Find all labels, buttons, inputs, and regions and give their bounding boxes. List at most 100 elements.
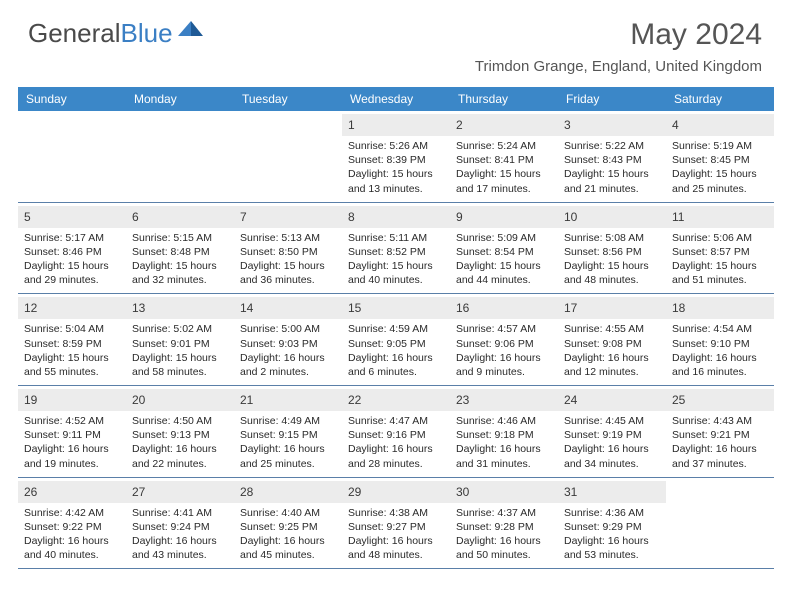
daylight-line: Daylight: 16 hours and 40 minutes. bbox=[24, 534, 120, 562]
sunrise-line: Sunrise: 4:43 AM bbox=[672, 414, 768, 428]
day-cell: 27Sunrise: 4:41 AMSunset: 9:24 PMDayligh… bbox=[126, 478, 234, 569]
sunset-line: Sunset: 8:59 PM bbox=[24, 337, 120, 351]
daynum-row: 27 bbox=[126, 481, 234, 503]
sunset-line: Sunset: 9:24 PM bbox=[132, 520, 228, 534]
day-number: 11 bbox=[672, 210, 684, 224]
day-number: 24 bbox=[564, 393, 577, 407]
day-number: 9 bbox=[456, 210, 463, 224]
sunrise-line: Sunrise: 4:41 AM bbox=[132, 506, 228, 520]
day-number: 29 bbox=[348, 485, 361, 499]
day-number: 19 bbox=[24, 393, 37, 407]
day-cell: 8Sunrise: 5:11 AMSunset: 8:52 PMDaylight… bbox=[342, 203, 450, 294]
daylight-line: Daylight: 15 hours and 36 minutes. bbox=[240, 259, 336, 287]
week-row: 12Sunrise: 5:04 AMSunset: 8:59 PMDayligh… bbox=[18, 294, 774, 386]
sunset-line: Sunset: 8:39 PM bbox=[348, 153, 444, 167]
day-number: 17 bbox=[564, 301, 577, 315]
sunset-line: Sunset: 9:03 PM bbox=[240, 337, 336, 351]
title-block: May 2024 Trimdon Grange, England, United… bbox=[475, 18, 762, 75]
daylight-line: Daylight: 16 hours and 25 minutes. bbox=[240, 442, 336, 470]
sunrise-line: Sunrise: 4:42 AM bbox=[24, 506, 120, 520]
sunrise-line: Sunrise: 5:15 AM bbox=[132, 231, 228, 245]
logo-part2: Blue bbox=[121, 18, 173, 48]
sunset-line: Sunset: 8:43 PM bbox=[564, 153, 660, 167]
daylight-line: Daylight: 15 hours and 40 minutes. bbox=[348, 259, 444, 287]
daynum-row: 9 bbox=[450, 206, 558, 228]
day-cell: 9Sunrise: 5:09 AMSunset: 8:54 PMDaylight… bbox=[450, 203, 558, 294]
day-number: 3 bbox=[564, 118, 571, 132]
daylight-line: Daylight: 15 hours and 44 minutes. bbox=[456, 259, 552, 287]
sunrise-line: Sunrise: 5:02 AM bbox=[132, 322, 228, 336]
day-cell: 16Sunrise: 4:57 AMSunset: 9:06 PMDayligh… bbox=[450, 294, 558, 385]
daylight-line: Daylight: 16 hours and 12 minutes. bbox=[564, 351, 660, 379]
location: Trimdon Grange, England, United Kingdom bbox=[475, 58, 762, 75]
daylight-line: Daylight: 15 hours and 58 minutes. bbox=[132, 351, 228, 379]
sunset-line: Sunset: 9:25 PM bbox=[240, 520, 336, 534]
daynum-row: 25 bbox=[666, 389, 774, 411]
sunrise-line: Sunrise: 5:00 AM bbox=[240, 322, 336, 336]
sunrise-line: Sunrise: 4:59 AM bbox=[348, 322, 444, 336]
sunset-line: Sunset: 8:48 PM bbox=[132, 245, 228, 259]
day-number: 31 bbox=[564, 485, 577, 499]
sunrise-line: Sunrise: 4:49 AM bbox=[240, 414, 336, 428]
day-number: 27 bbox=[132, 485, 145, 499]
sunset-line: Sunset: 8:45 PM bbox=[672, 153, 768, 167]
day-cell: 20Sunrise: 4:50 AMSunset: 9:13 PMDayligh… bbox=[126, 386, 234, 477]
dayname-row: SundayMondayTuesdayWednesdayThursdayFrid… bbox=[18, 87, 774, 111]
dayname: Sunday bbox=[18, 87, 126, 111]
daynum-row: 23 bbox=[450, 389, 558, 411]
sunrise-line: Sunrise: 5:13 AM bbox=[240, 231, 336, 245]
sunset-line: Sunset: 9:16 PM bbox=[348, 428, 444, 442]
day-cell: 23Sunrise: 4:46 AMSunset: 9:18 PMDayligh… bbox=[450, 386, 558, 477]
week-row: 26Sunrise: 4:42 AMSunset: 9:22 PMDayligh… bbox=[18, 478, 774, 570]
daylight-line: Daylight: 16 hours and 37 minutes. bbox=[672, 442, 768, 470]
dayname: Wednesday bbox=[342, 87, 450, 111]
day-cell: 30Sunrise: 4:37 AMSunset: 9:28 PMDayligh… bbox=[450, 478, 558, 569]
daynum-row: 18 bbox=[666, 297, 774, 319]
daynum-row: 22 bbox=[342, 389, 450, 411]
day-cell: 18Sunrise: 4:54 AMSunset: 9:10 PMDayligh… bbox=[666, 294, 774, 385]
day-number: 8 bbox=[348, 210, 355, 224]
day-cell: 24Sunrise: 4:45 AMSunset: 9:19 PMDayligh… bbox=[558, 386, 666, 477]
sunset-line: Sunset: 9:13 PM bbox=[132, 428, 228, 442]
daylight-line: Daylight: 15 hours and 51 minutes. bbox=[672, 259, 768, 287]
sunset-line: Sunset: 9:18 PM bbox=[456, 428, 552, 442]
daynum-row: 26 bbox=[18, 481, 126, 503]
sunrise-line: Sunrise: 4:40 AM bbox=[240, 506, 336, 520]
sunrise-line: Sunrise: 4:38 AM bbox=[348, 506, 444, 520]
daynum-row: 3 bbox=[558, 114, 666, 136]
daynum-row: 24 bbox=[558, 389, 666, 411]
daylight-line: Daylight: 15 hours and 32 minutes. bbox=[132, 259, 228, 287]
empty-cell bbox=[234, 111, 342, 202]
sunset-line: Sunset: 9:11 PM bbox=[24, 428, 120, 442]
day-cell: 6 Sunrise: 5:15 AMSunset: 8:48 PMDaylight… bbox=[126, 203, 234, 294]
day-cell: 11Sunrise: 5:06 AMSunset: 8:57 PMDayligh… bbox=[666, 203, 774, 294]
daynum-row: 5 bbox=[18, 206, 126, 228]
sunrise-line: Sunrise: 4:50 AM bbox=[132, 414, 228, 428]
daylight-line: Daylight: 15 hours and 25 minutes. bbox=[672, 167, 768, 195]
sunrise-line: Sunrise: 5:04 AM bbox=[24, 322, 120, 336]
empty-cell bbox=[666, 478, 774, 569]
daylight-line: Daylight: 16 hours and 28 minutes. bbox=[348, 442, 444, 470]
sunset-line: Sunset: 8:54 PM bbox=[456, 245, 552, 259]
daylight-line: Daylight: 16 hours and 2 minutes. bbox=[240, 351, 336, 379]
sunset-line: Sunset: 9:28 PM bbox=[456, 520, 552, 534]
daylight-line: Daylight: 16 hours and 6 minutes. bbox=[348, 351, 444, 379]
daylight-line: Daylight: 16 hours and 19 minutes. bbox=[24, 442, 120, 470]
day-cell: 28Sunrise: 4:40 AMSunset: 9:25 PMDayligh… bbox=[234, 478, 342, 569]
daynum-row: 10 bbox=[558, 206, 666, 228]
day-cell: 26Sunrise: 4:42 AMSunset: 9:22 PMDayligh… bbox=[18, 478, 126, 569]
day-number: 25 bbox=[672, 393, 685, 407]
day-number: 6 bbox=[132, 210, 139, 224]
daylight-line: Daylight: 16 hours and 50 minutes. bbox=[456, 534, 552, 562]
day-number: 28 bbox=[240, 485, 253, 499]
sunset-line: Sunset: 9:29 PM bbox=[564, 520, 660, 534]
day-number: 18 bbox=[672, 301, 685, 315]
daynum-row: 11 bbox=[666, 206, 774, 228]
sunrise-line: Sunrise: 4:46 AM bbox=[456, 414, 552, 428]
day-number: 10 bbox=[564, 210, 577, 224]
day-number: 5 bbox=[24, 210, 31, 224]
daylight-line: Daylight: 15 hours and 48 minutes. bbox=[564, 259, 660, 287]
daynum-row: 14 bbox=[234, 297, 342, 319]
month-title: May 2024 bbox=[475, 18, 762, 52]
day-number: 7 bbox=[240, 210, 247, 224]
